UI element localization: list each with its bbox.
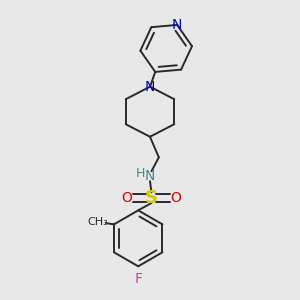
- Text: N: N: [145, 80, 155, 94]
- Text: N: N: [172, 18, 182, 32]
- Text: CH₃: CH₃: [87, 217, 108, 227]
- Text: F: F: [134, 272, 142, 286]
- Text: O: O: [122, 191, 133, 205]
- Text: O: O: [170, 191, 181, 205]
- Text: H: H: [136, 167, 145, 180]
- Text: S: S: [145, 189, 158, 207]
- Text: N: N: [145, 169, 155, 184]
